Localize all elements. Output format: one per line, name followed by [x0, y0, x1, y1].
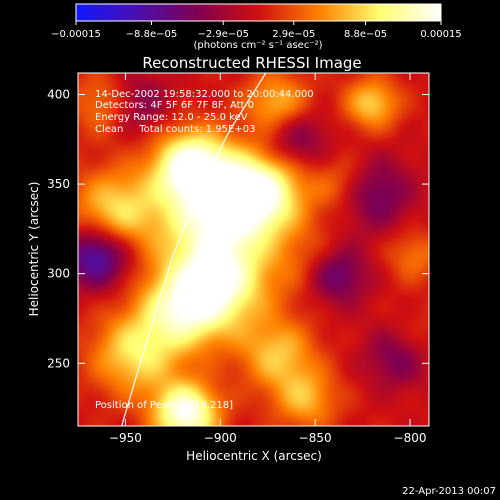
x-tick-label: −800	[394, 431, 427, 445]
heatmap-image	[78, 73, 429, 426]
annotation-detectors: Detectors: 4F 5F 6F 7F 8F, Att 0	[95, 100, 254, 111]
colorbar-tick-label: 8.8e−05	[344, 29, 387, 40]
colorbar-ticks: −0.00015 −8.8e−05 −2.9e−05 2.9e−05 8.8e−05 0.…	[51, 21, 462, 40]
annotation-peak-position: Position of Peak: [-918,218]	[95, 400, 233, 411]
colorbar-tick-label: 2.9e−05	[272, 29, 315, 40]
y-tick-label: 250	[47, 356, 70, 370]
y-tick-label: 400	[47, 88, 70, 102]
annotation-clean-counts: Clean Total counts: 1.95E+03	[95, 124, 255, 135]
colorbar-unit-label: (photons cm⁻² s⁻¹ asec⁻²)	[193, 40, 322, 51]
x-tick-label: −850	[299, 431, 332, 445]
colorbar-tick-label: −0.00015	[51, 29, 101, 40]
x-tick-label: −950	[109, 431, 142, 445]
colorbar-tick-label: −2.9e−05	[197, 29, 249, 40]
y-tick-label: 300	[47, 267, 70, 281]
annotation-time-range: 14-Dec-2002 19:58:32.000 to 20:00:44.000	[95, 89, 314, 100]
footer-timestamp: 22-Apr-2013 00:07	[402, 486, 496, 497]
y-tick-label: 350	[47, 177, 70, 191]
y-axis-label: Heliocentric Y (arcsec)	[27, 182, 41, 317]
colorbar-tick-label: 0.00015	[420, 29, 461, 40]
colorbar	[75, 3, 442, 22]
plot-frame	[77, 72, 430, 427]
x-tick-label: −900	[204, 431, 237, 445]
y-axis-ticks: 250 300 350 400	[47, 88, 429, 370]
x-axis-label: Heliocentric X (arcsec)	[186, 449, 322, 463]
chart-title: Reconstructed RHESSI Image	[142, 54, 361, 72]
x-axis-ticks: −950 −900 −850 −800	[109, 73, 427, 445]
annotation-energy-range: Energy Range: 12.0 - 25.0 keV	[95, 112, 248, 123]
solar-limb-curve	[121, 73, 267, 426]
colorbar-tick-label: −8.8e−05	[126, 29, 178, 40]
